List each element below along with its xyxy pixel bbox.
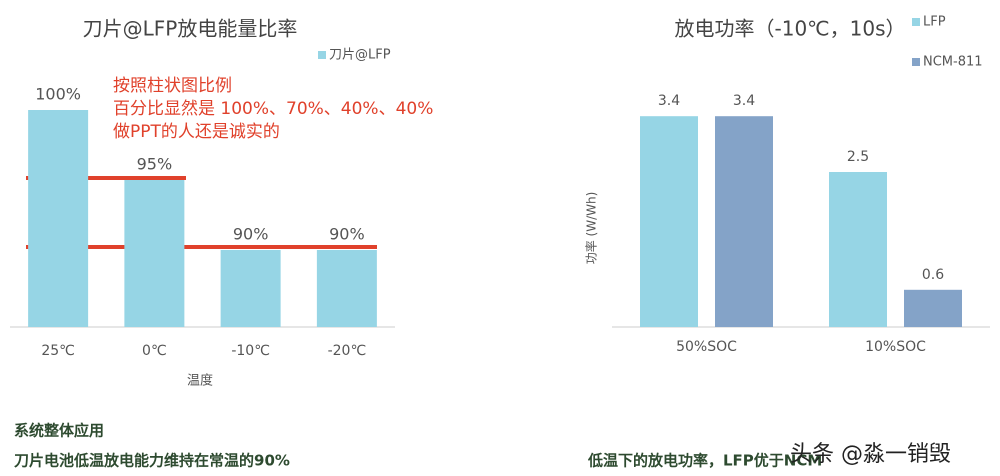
- legend-swatch: [318, 51, 326, 59]
- x-tick-label: 10%SOC: [865, 339, 926, 355]
- caption: 低温下的放电功率，LFP优于NCM: [587, 452, 822, 470]
- bar: [28, 110, 89, 327]
- legend-swatch: [912, 18, 920, 26]
- x-tick-label: 25℃: [41, 343, 75, 359]
- value-label: 2.5: [847, 149, 869, 165]
- chart-title: 放电功率（-10℃，10s）: [675, 17, 906, 41]
- value-label: 3.4: [733, 93, 755, 109]
- x-tick-label: -10℃: [231, 343, 270, 359]
- bar: [124, 180, 185, 327]
- value-label: 0.6: [922, 267, 944, 283]
- caption: 刀片电池低温放电能力维持在常温的90%: [14, 452, 290, 470]
- bar: [829, 172, 887, 327]
- bar: [715, 116, 773, 327]
- watermark: 头条 @淼一销毁: [790, 442, 951, 467]
- legend-label: 刀片@LFP: [329, 48, 391, 63]
- legend-swatch: [912, 58, 920, 66]
- value-label: 90%: [233, 225, 269, 244]
- annotation: 百分比显然是 100%、70%、40%、40%: [113, 99, 433, 119]
- section-title: 系统整体应用: [14, 422, 104, 440]
- x-tick-label: -20℃: [328, 343, 367, 359]
- y-axis-title: 功率 (W/Wh): [584, 192, 599, 265]
- x-tick-label: 50%SOC: [676, 339, 737, 355]
- legend-label: NCM-811: [923, 55, 983, 70]
- x-tick-label: 0℃: [142, 343, 167, 359]
- legend-label: LFP: [923, 15, 946, 30]
- value-label: 95%: [137, 155, 173, 174]
- value-label: 90%: [329, 225, 365, 244]
- x-axis-title: 温度: [187, 373, 213, 389]
- annotation: 按照柱状图比例: [113, 76, 232, 96]
- bar: [220, 250, 281, 327]
- bar: [316, 250, 377, 327]
- chart-title: 刀片@LFP放电能量比率: [83, 17, 298, 41]
- bar: [904, 289, 962, 327]
- annotation: 做PPT的人还是诚实的: [113, 122, 280, 142]
- value-label: 3.4: [658, 93, 680, 109]
- value-label: 100%: [35, 85, 81, 104]
- bar: [640, 116, 698, 327]
